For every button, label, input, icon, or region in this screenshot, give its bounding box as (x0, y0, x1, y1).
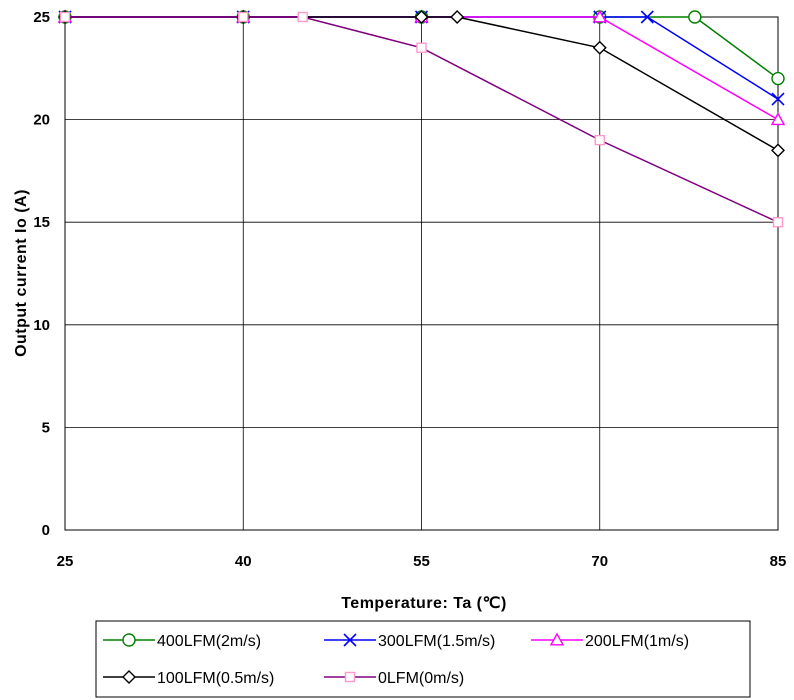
legend-label: 300LFM(1.5m/s) (378, 633, 495, 650)
y-tick-label: 10 (33, 317, 50, 334)
data-point (592, 40, 607, 55)
y-tick-label: 5 (42, 419, 50, 436)
data-point (771, 92, 785, 106)
legend-box (95, 620, 751, 698)
data-point-stroke (640, 10, 654, 24)
x-tick-label: 25 (57, 553, 74, 570)
legend-label: 100LFM(0.5m/s) (157, 670, 274, 687)
data-point-stroke (771, 92, 785, 106)
data-point (688, 10, 702, 24)
data-point (771, 143, 785, 158)
legend-marker (343, 633, 357, 647)
legend-marker (549, 632, 565, 646)
series-group (57, 9, 786, 228)
legend-label: 0LFM(0m/s) (378, 670, 464, 687)
y-tick-label: 25 (33, 9, 50, 26)
grid-lines (65, 17, 778, 530)
x-tick-label: 55 (413, 553, 430, 570)
legend-marker-stroke (343, 633, 357, 647)
legend-item-3: 100LFM(0.5m/s) (103, 670, 274, 687)
y-tick-labels: 0 5 10 15 20 25 (33, 9, 50, 539)
data-point (238, 11, 249, 23)
data-point (414, 10, 429, 24)
legend-marker (122, 633, 136, 647)
x-tick-label: 40 (235, 553, 252, 570)
legend-item-1: 300LFM(1.5m/s) (324, 633, 495, 650)
data-point (771, 71, 785, 86)
data-point (770, 112, 786, 126)
legend-marker (344, 671, 356, 683)
data-point (416, 42, 427, 53)
data-point (592, 9, 607, 23)
legend-label: 400LFM(2m/s) (157, 633, 261, 650)
series-line (65, 16, 779, 223)
data-point (594, 134, 605, 146)
x-tick-label: 85 (770, 553, 787, 570)
legend-item-4: 0LFM(0m/s) (324, 670, 464, 687)
x-tick-label: 70 (591, 553, 608, 570)
y-tick-label: 20 (33, 112, 50, 129)
data-point (59, 11, 71, 23)
data-point (772, 216, 784, 228)
y-tick-label: 15 (33, 214, 50, 231)
data-point (297, 11, 308, 23)
data-point (450, 10, 465, 24)
legend-marker (122, 670, 136, 684)
x-axis-title: Temperature: Ta (℃) (341, 595, 507, 612)
y-axis-title: Output current Io (A) (13, 189, 30, 357)
data-point (640, 10, 654, 24)
legend: 400LFM(2m/s) 300LFM(1.5m/s) 200LFM(1m/s) 10… (95, 620, 751, 698)
legend-item-0: 400LFM(2m/s) (103, 633, 261, 650)
series-4 (59, 11, 784, 228)
y-tick-label: 0 (42, 522, 50, 539)
x-tick-labels: 25 40 55 70 85 (57, 553, 787, 570)
legend-label: 200LFM(1m/s) (585, 633, 689, 650)
legend-item-2: 200LFM(1m/s) (531, 632, 689, 650)
